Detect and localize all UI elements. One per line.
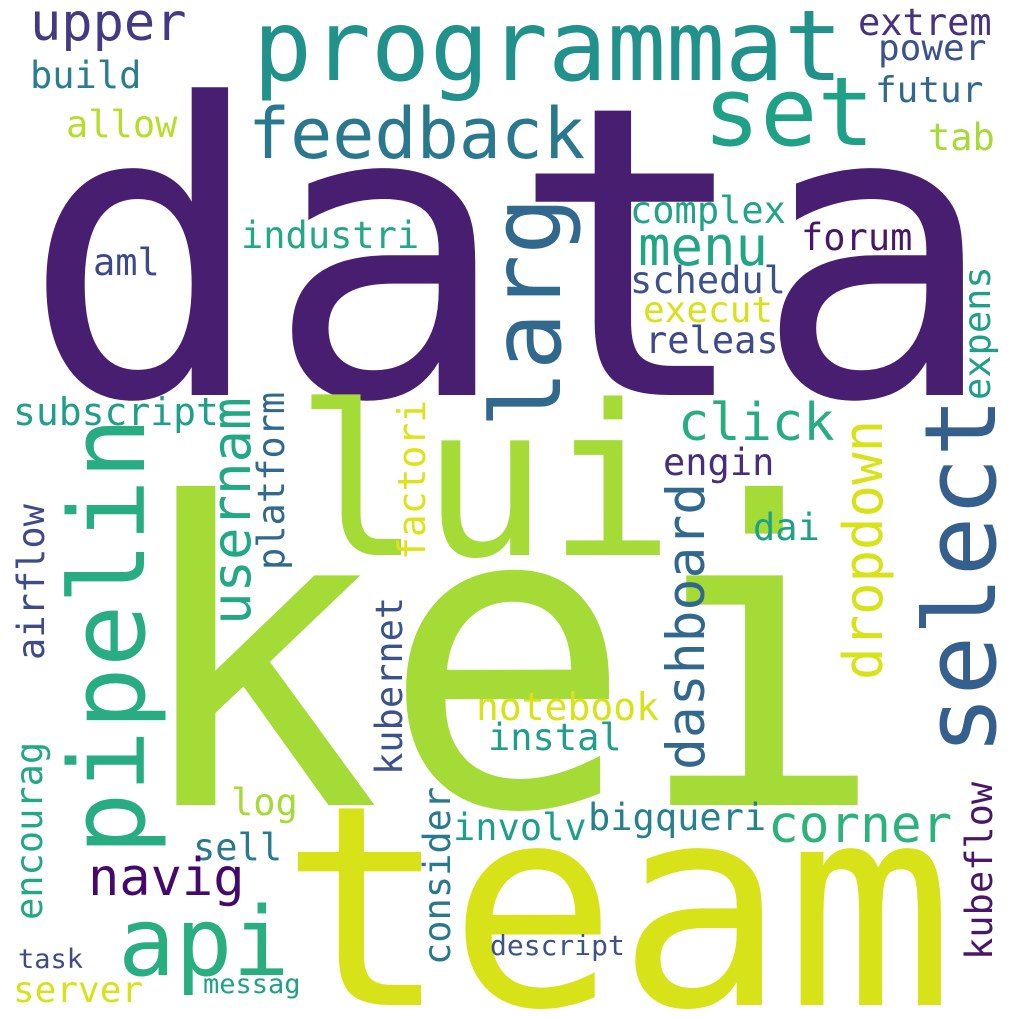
- word: server: [13, 970, 143, 1011]
- word: airflow: [10, 503, 53, 660]
- word: kubernet: [368, 597, 411, 775]
- word: select: [904, 397, 1019, 755]
- word: subscript: [13, 390, 219, 434]
- word: engin: [663, 441, 774, 484]
- word: tab: [928, 116, 995, 159]
- word: usernam: [200, 397, 263, 625]
- word: forum: [801, 216, 912, 259]
- word: task: [18, 944, 83, 975]
- word: navig: [88, 848, 245, 908]
- word: execut: [643, 290, 773, 331]
- word: feedback: [248, 93, 585, 175]
- word: allow: [66, 103, 178, 146]
- word: kubeflow: [958, 781, 1001, 960]
- word: data: [22, 19, 997, 491]
- word: larg: [471, 197, 583, 428]
- word: consider: [416, 787, 459, 965]
- word: upper: [30, 0, 187, 53]
- word: dashboard: [656, 483, 717, 770]
- word: notebook: [476, 685, 659, 729]
- word: expens: [956, 266, 999, 400]
- word: aml: [93, 241, 160, 284]
- word: descript: [490, 929, 625, 962]
- word: involv: [453, 806, 587, 849]
- word: schedul: [630, 259, 786, 302]
- word: menu: [638, 215, 768, 278]
- word: power: [878, 28, 986, 69]
- word: lui: [295, 360, 674, 605]
- word: dropdown: [832, 420, 895, 680]
- word: bigqueri: [588, 796, 766, 839]
- word: build: [30, 54, 141, 97]
- word: click: [678, 393, 835, 453]
- word: corner: [768, 796, 952, 855]
- word: team: [280, 746, 954, 1019]
- word: platform: [250, 392, 293, 570]
- word: programmat: [253, 0, 843, 104]
- word: industri: [241, 214, 419, 257]
- word: instal: [488, 716, 622, 759]
- word: set: [703, 58, 875, 168]
- word: complex: [630, 189, 786, 232]
- word: releas: [645, 319, 779, 362]
- word: futur: [875, 70, 983, 111]
- word: pipelin: [47, 417, 169, 855]
- word: factori: [390, 400, 434, 560]
- word: dai: [753, 506, 820, 549]
- word: kei: [128, 416, 887, 905]
- word: messag: [203, 969, 301, 1000]
- word: log: [231, 781, 298, 824]
- word: api: [118, 888, 290, 998]
- word: extrem: [858, 1, 992, 44]
- word: sell: [193, 826, 282, 869]
- word: encourag: [8, 742, 51, 920]
